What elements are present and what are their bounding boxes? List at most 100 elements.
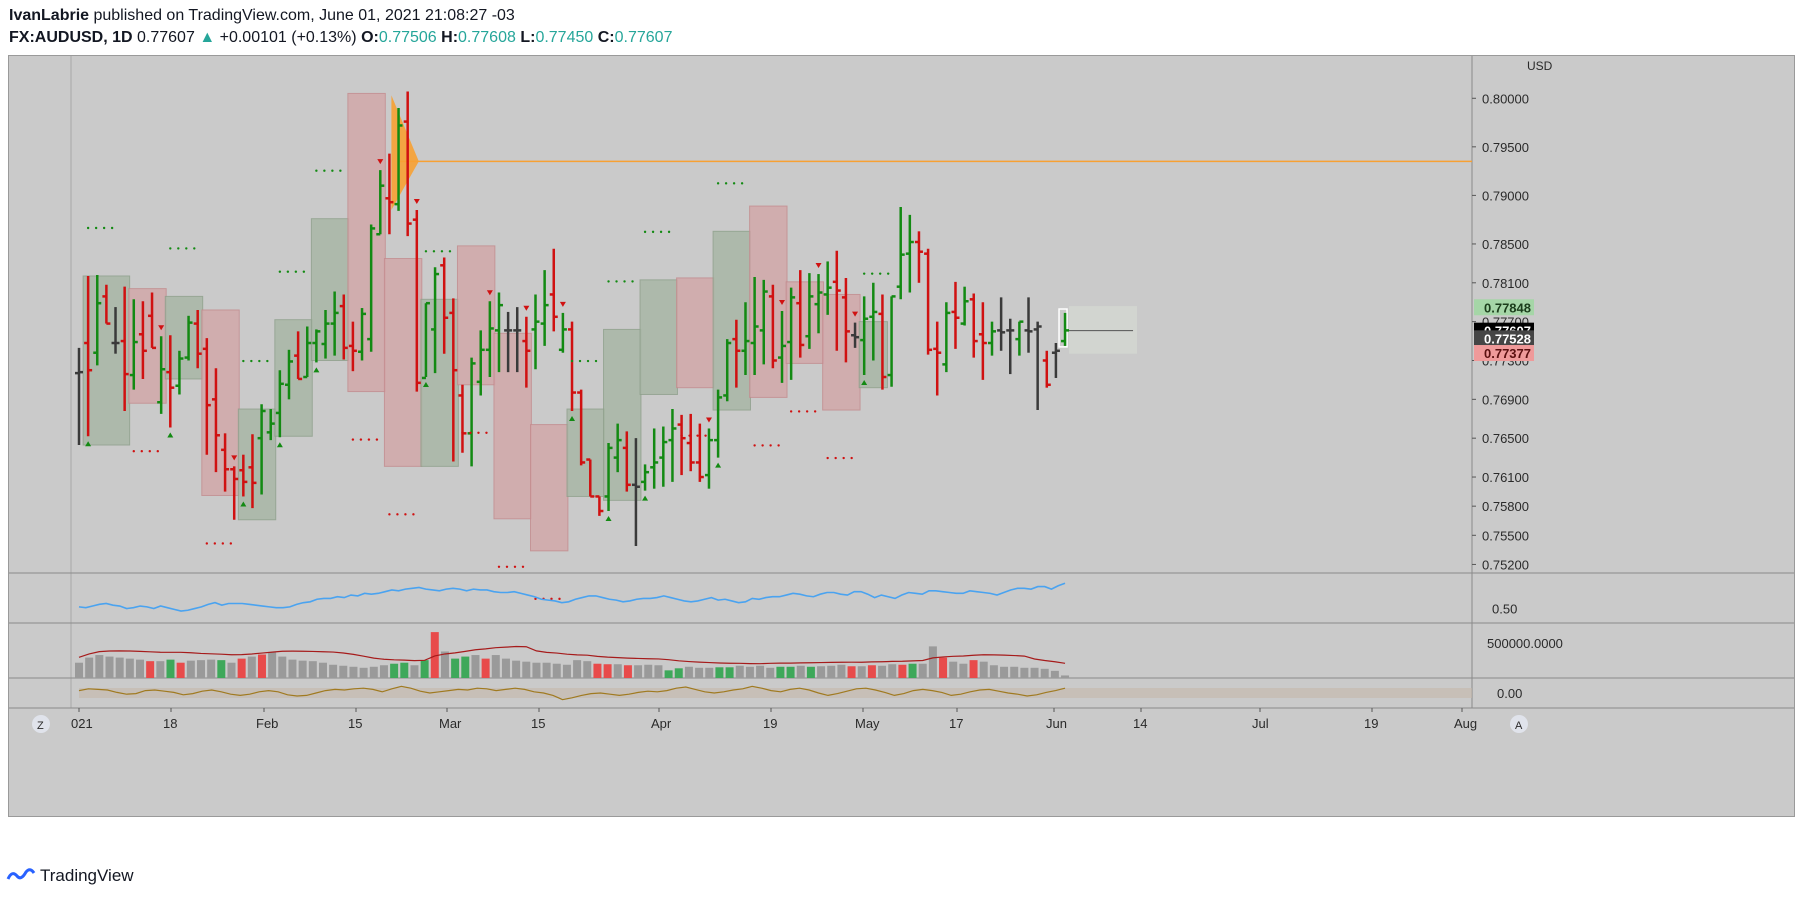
stop-dot [469, 431, 472, 434]
volume-bar [268, 652, 277, 678]
volume-bar [644, 664, 653, 678]
volume-bar [939, 657, 948, 678]
sell-signal-marker [158, 325, 165, 331]
stop-dot [659, 230, 663, 234]
stop-dot [558, 597, 561, 601]
currency-label: USD [1527, 59, 1553, 73]
stop-dot [615, 280, 618, 283]
stop-dot [521, 565, 525, 568]
time-tick-label: Apr [651, 716, 672, 731]
volume-bar [613, 664, 622, 678]
stop-dot [258, 359, 261, 363]
stop-dot [651, 230, 655, 234]
volume-bar [166, 659, 175, 678]
price-tick-label: 0.79500 [1482, 140, 1529, 155]
stop-dot [761, 444, 764, 447]
volume-bar [420, 660, 429, 678]
buy-signal-marker [605, 516, 612, 522]
volume-bar [959, 663, 968, 678]
stop-dot [878, 272, 882, 275]
volume-bar [634, 665, 643, 678]
sell-signal-marker [523, 305, 530, 311]
stop-dot [769, 444, 772, 447]
volume-tick-label: 500000.0000 [1487, 636, 1563, 651]
volume-bar [227, 662, 236, 678]
volume-bar [400, 662, 409, 678]
stop-dot [266, 359, 269, 363]
volume-bar [410, 665, 419, 678]
low-value: 0.77450 [535, 29, 594, 46]
time-tick-label: 18 [163, 716, 177, 731]
price-tick-label: 0.75800 [1482, 499, 1529, 514]
volume-bar [603, 664, 612, 678]
buy-signal-marker [167, 432, 174, 438]
volume-bar [908, 663, 917, 678]
volume-bar [247, 656, 256, 678]
volume-bar [552, 663, 561, 678]
volume-bar [735, 665, 744, 678]
volume-bar [471, 655, 480, 678]
stop-dot [461, 431, 464, 434]
stop-dot [667, 230, 671, 234]
osc-band [79, 688, 1472, 698]
stop-dot [351, 438, 355, 441]
stop-dot [94, 226, 98, 230]
osc-tick-label: 0.00 [1497, 686, 1522, 701]
auto-scale-label: A [1515, 720, 1523, 732]
volume-bar [339, 665, 348, 678]
volume-bar [75, 662, 83, 678]
price-tag-label: 0.77377 [1484, 346, 1531, 361]
price-tick-label: 0.78100 [1482, 276, 1529, 291]
volume-bar [837, 664, 846, 678]
signal-box [639, 279, 678, 395]
stop-dot [797, 410, 801, 413]
stop-dot [497, 565, 501, 568]
stop-dot [375, 438, 379, 441]
stop-dot [732, 182, 736, 185]
price-change: +0.00101 (+0.13%) [219, 29, 357, 46]
volume-bar [390, 663, 399, 678]
stop-dot [805, 410, 809, 413]
chart-frame[interactable]: USD 0.80000 0.79500 0.79000 0.78500 0.78100 0.… [8, 55, 1795, 817]
rsi-line [78, 582, 1066, 612]
stop-dot [505, 565, 509, 568]
volume-bar [288, 659, 297, 678]
sell-signal-marker [779, 299, 786, 305]
volume-bar [817, 666, 826, 678]
projection-box [1069, 306, 1138, 354]
volume-bar [461, 656, 470, 678]
high-value: 0.77608 [458, 29, 516, 46]
buy-signal-marker [313, 367, 320, 373]
stop-dot [513, 565, 517, 568]
volume-bar [135, 659, 144, 678]
rsi-tick-label: 0.50 [1492, 602, 1517, 617]
stop-dot [886, 272, 890, 275]
volume-bar [664, 670, 673, 678]
stop-dot [177, 247, 180, 250]
volume-bar [1061, 675, 1070, 678]
volume-bar [146, 661, 155, 678]
volume-bar [827, 665, 836, 678]
symbol-label[interactable]: FX:AUDUSD, 1D [9, 29, 133, 46]
stop-dot [156, 450, 159, 453]
stop-dot [140, 450, 143, 453]
price-tick-label: 0.76900 [1482, 392, 1529, 407]
stop-dot [221, 542, 225, 545]
footer-brand[interactable]: TradingView [6, 866, 134, 886]
stop-dot [753, 444, 756, 447]
volume-bar [1050, 670, 1059, 678]
stop-dot [331, 169, 334, 172]
volume-bar [95, 655, 104, 678]
target-wedge [391, 95, 419, 210]
chart-svg[interactable]: USD 0.80000 0.79500 0.79000 0.78500 0.78100 0.… [9, 56, 1794, 816]
tradingview-logo-icon [6, 868, 36, 880]
volume-bar [318, 662, 327, 678]
price-tick-label: 0.76100 [1482, 470, 1529, 485]
price-tick-label: 0.76500 [1482, 431, 1529, 446]
volume-bar [125, 658, 134, 678]
auto-scale-button [1510, 715, 1528, 733]
stop-dot [396, 513, 399, 516]
time-tick-label: 19 [763, 716, 777, 731]
buy-signal-marker [422, 382, 429, 387]
stop-dot [680, 434, 683, 437]
